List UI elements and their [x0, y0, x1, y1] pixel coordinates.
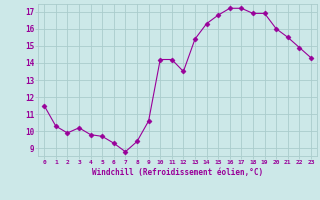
X-axis label: Windchill (Refroidissement éolien,°C): Windchill (Refroidissement éolien,°C): [92, 168, 263, 177]
